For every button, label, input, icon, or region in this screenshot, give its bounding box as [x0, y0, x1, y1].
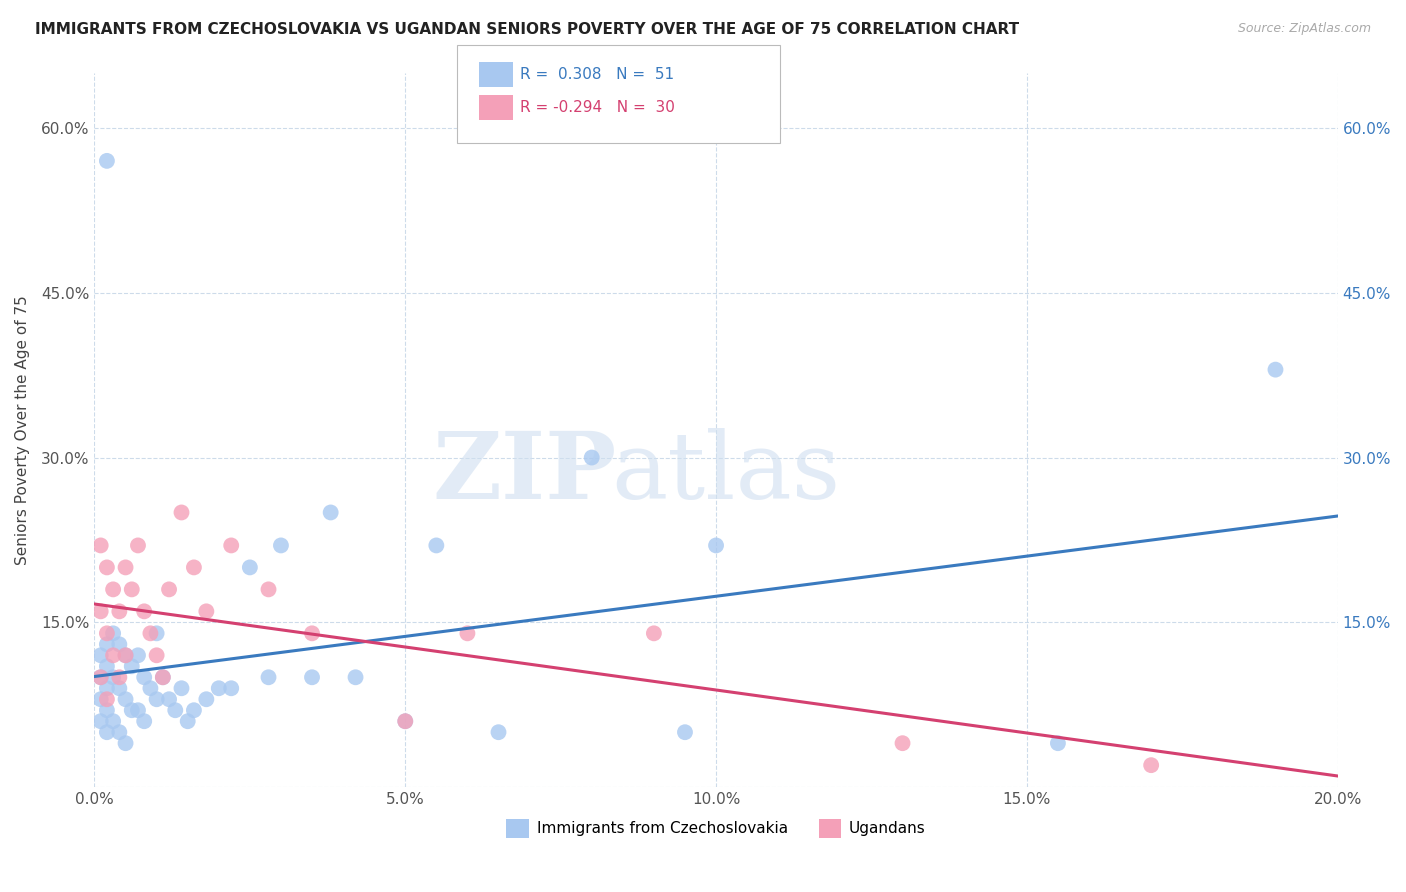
Point [96, 637, 118, 651]
Point [121, 659, 143, 673]
Point [394, 714, 416, 729]
Point [425, 538, 447, 552]
Point [114, 648, 136, 663]
Point [108, 681, 131, 696]
Text: Source: ZipAtlas.com: Source: ZipAtlas.com [1237, 22, 1371, 36]
Point [301, 626, 323, 640]
Point [145, 648, 167, 663]
Point [195, 604, 218, 618]
Point [96, 560, 118, 574]
Text: R =  0.308   N =  51: R = 0.308 N = 51 [520, 68, 675, 82]
Point [101, 626, 124, 640]
Point [90, 648, 112, 663]
Point [643, 626, 665, 640]
Point [108, 604, 131, 618]
Point [127, 538, 149, 552]
Point [121, 582, 143, 597]
Point [127, 703, 149, 717]
Point [704, 538, 727, 552]
Point [257, 670, 280, 684]
Point [96, 725, 118, 739]
Text: R = -0.294   N =  30: R = -0.294 N = 30 [520, 101, 675, 115]
Point [139, 626, 162, 640]
Point [108, 637, 131, 651]
Point [157, 582, 180, 597]
Point [96, 681, 118, 696]
Point [139, 681, 162, 696]
Point [257, 582, 280, 597]
Point [1140, 758, 1163, 772]
Text: atlas: atlas [612, 428, 841, 518]
Point [90, 670, 112, 684]
Point [219, 538, 242, 552]
Point [319, 506, 342, 520]
Point [101, 670, 124, 684]
Point [134, 670, 156, 684]
Text: ZIP: ZIP [433, 428, 617, 518]
Point [239, 560, 262, 574]
Point [114, 736, 136, 750]
Point [114, 560, 136, 574]
Point [183, 703, 205, 717]
Point [121, 703, 143, 717]
Point [90, 714, 112, 729]
Point [90, 692, 112, 706]
Y-axis label: Seniors Poverty Over the Age of 75: Seniors Poverty Over the Age of 75 [15, 295, 30, 565]
Point [157, 692, 180, 706]
Point [195, 692, 218, 706]
Point [108, 725, 131, 739]
Point [90, 538, 112, 552]
Point [145, 692, 167, 706]
Point [673, 725, 696, 739]
Point [96, 153, 118, 168]
Point [127, 648, 149, 663]
Point [177, 714, 200, 729]
Point [183, 560, 205, 574]
Point [134, 714, 156, 729]
Point [1264, 362, 1286, 376]
Point [270, 538, 292, 552]
Point [152, 670, 174, 684]
Point [170, 681, 193, 696]
Point [394, 714, 416, 729]
Point [344, 670, 367, 684]
Point [90, 670, 112, 684]
Text: IMMIGRANTS FROM CZECHOSLOVAKIA VS UGANDAN SENIORS POVERTY OVER THE AGE OF 75 COR: IMMIGRANTS FROM CZECHOSLOVAKIA VS UGANDA… [35, 22, 1019, 37]
Point [219, 681, 242, 696]
Point [170, 506, 193, 520]
Legend: Immigrants from Czechoslovakia, Ugandans: Immigrants from Czechoslovakia, Ugandans [501, 813, 932, 844]
Point [165, 703, 187, 717]
Point [101, 582, 124, 597]
Point [108, 670, 131, 684]
Point [145, 626, 167, 640]
Point [1046, 736, 1069, 750]
Point [134, 604, 156, 618]
Point [581, 450, 603, 465]
Point [456, 626, 478, 640]
Point [301, 670, 323, 684]
Point [96, 703, 118, 717]
Point [96, 659, 118, 673]
Point [891, 736, 914, 750]
Point [101, 714, 124, 729]
Point [114, 648, 136, 663]
Point [96, 692, 118, 706]
Point [90, 604, 112, 618]
Point [152, 670, 174, 684]
Point [114, 692, 136, 706]
Point [101, 648, 124, 663]
Point [96, 626, 118, 640]
Point [488, 725, 510, 739]
Point [208, 681, 231, 696]
